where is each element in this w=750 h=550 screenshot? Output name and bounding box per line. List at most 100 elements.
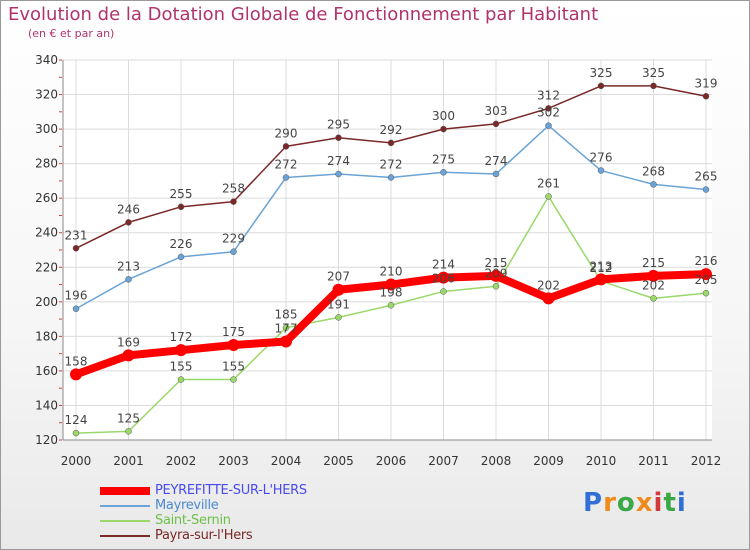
data-label: 215 — [485, 256, 508, 270]
y-tick-label: 300 — [35, 122, 58, 136]
plot-area — [63, 60, 712, 440]
x-tick-label: 2010 — [586, 454, 617, 468]
data-point — [702, 289, 710, 297]
logo-letter: i — [653, 488, 664, 518]
data-label: 196 — [65, 289, 88, 303]
data-point — [125, 428, 132, 435]
data-label: 276 — [590, 151, 613, 165]
data-point — [122, 349, 135, 362]
data-point — [542, 292, 555, 305]
x-tick-label: 2003 — [218, 454, 249, 468]
data-point — [492, 283, 500, 290]
data-label: 207 — [327, 270, 350, 284]
data-label: 325 — [590, 66, 613, 80]
logo-letter: o — [616, 488, 636, 518]
data-label: 319 — [695, 76, 718, 90]
data-label: 212 — [590, 261, 613, 275]
data-point — [650, 82, 657, 90]
data-label: 209 — [485, 266, 508, 280]
data-label: 202 — [537, 278, 560, 292]
data-point — [387, 302, 395, 309]
data-label: 302 — [537, 106, 560, 120]
y-tick-label: 240 — [35, 226, 58, 240]
logo-letter: r — [603, 488, 617, 518]
data-label: 215 — [642, 256, 665, 270]
data-point — [72, 429, 80, 437]
x-tick-label: 2008 — [481, 454, 512, 468]
y-tick-label: 340 — [35, 53, 58, 67]
data-label: 261 — [537, 176, 560, 190]
data-point — [490, 269, 502, 282]
legend-label: Mayreville — [155, 498, 219, 513]
x-tick-label: 2005 — [323, 454, 354, 468]
data-point — [72, 245, 80, 252]
x-tick-label: 2011 — [638, 454, 669, 468]
legend-label: Saint-Sernin — [155, 513, 231, 528]
logo-letter: P — [583, 488, 604, 518]
y-tick-label: 280 — [35, 157, 58, 171]
y-tick-label: 180 — [35, 329, 58, 343]
data-label: 292 — [380, 123, 403, 137]
chart-title: Evolution de la Dotation Globale de Fonc… — [8, 4, 599, 25]
legend-label: Payra-sur-l'Hers — [155, 528, 253, 543]
data-point — [387, 139, 395, 147]
data-point — [335, 134, 342, 141]
data-point — [385, 278, 397, 291]
data-point — [230, 198, 237, 205]
data-point — [492, 170, 500, 178]
data-label: 272 — [275, 157, 298, 171]
data-point — [72, 305, 80, 312]
data-label: 231 — [65, 228, 88, 242]
y-tick-label: 160 — [35, 364, 58, 378]
x-tick-label: 2006 — [376, 454, 407, 468]
data-point — [282, 174, 290, 181]
data-label: 185 — [275, 308, 298, 322]
data-label: 268 — [642, 164, 665, 178]
data-label: 198 — [380, 285, 403, 299]
data-label: 246 — [117, 202, 140, 216]
data-point — [125, 219, 132, 226]
data-label: 155 — [222, 360, 245, 374]
logo-letter: i — [676, 488, 687, 518]
data-point — [335, 170, 342, 178]
x-tick-label: 2004 — [271, 454, 302, 468]
data-point — [175, 344, 187, 357]
data-label: 275 — [432, 152, 455, 166]
data-label: 272 — [380, 157, 403, 171]
y-tick-label: 220 — [35, 260, 58, 274]
data-point — [177, 203, 185, 211]
data-point — [335, 314, 342, 321]
data-label: 177 — [275, 322, 298, 336]
data-label: 325 — [642, 66, 665, 80]
legend-swatch — [100, 520, 150, 522]
data-label: 214 — [432, 258, 455, 272]
data-point — [545, 105, 552, 112]
data-label: 155 — [170, 360, 193, 374]
data-point — [700, 268, 712, 281]
data-point — [440, 169, 447, 176]
data-point — [125, 276, 132, 283]
data-point — [702, 186, 710, 193]
data-label: 216 — [695, 254, 718, 268]
data-label: 125 — [117, 411, 140, 425]
data-label: 226 — [170, 237, 193, 251]
y-tick-label: 120 — [35, 433, 58, 447]
data-label: 172 — [170, 330, 193, 344]
data-label: 205 — [695, 273, 718, 287]
data-point — [597, 82, 605, 90]
x-tick-label: 2000 — [61, 454, 92, 468]
data-point — [650, 181, 657, 188]
data-label: 295 — [327, 118, 350, 132]
logo-letter: x — [635, 488, 654, 518]
data-label: 213 — [590, 259, 613, 273]
data-label: 255 — [170, 187, 193, 201]
data-label: 290 — [275, 126, 298, 140]
data-label: 175 — [222, 325, 245, 339]
legend-swatch — [100, 487, 150, 495]
data-label: 124 — [65, 413, 88, 427]
data-point — [177, 253, 185, 261]
data-label: 258 — [222, 182, 245, 196]
data-point — [545, 193, 552, 200]
data-point — [332, 283, 345, 296]
legend-swatch — [100, 535, 150, 537]
